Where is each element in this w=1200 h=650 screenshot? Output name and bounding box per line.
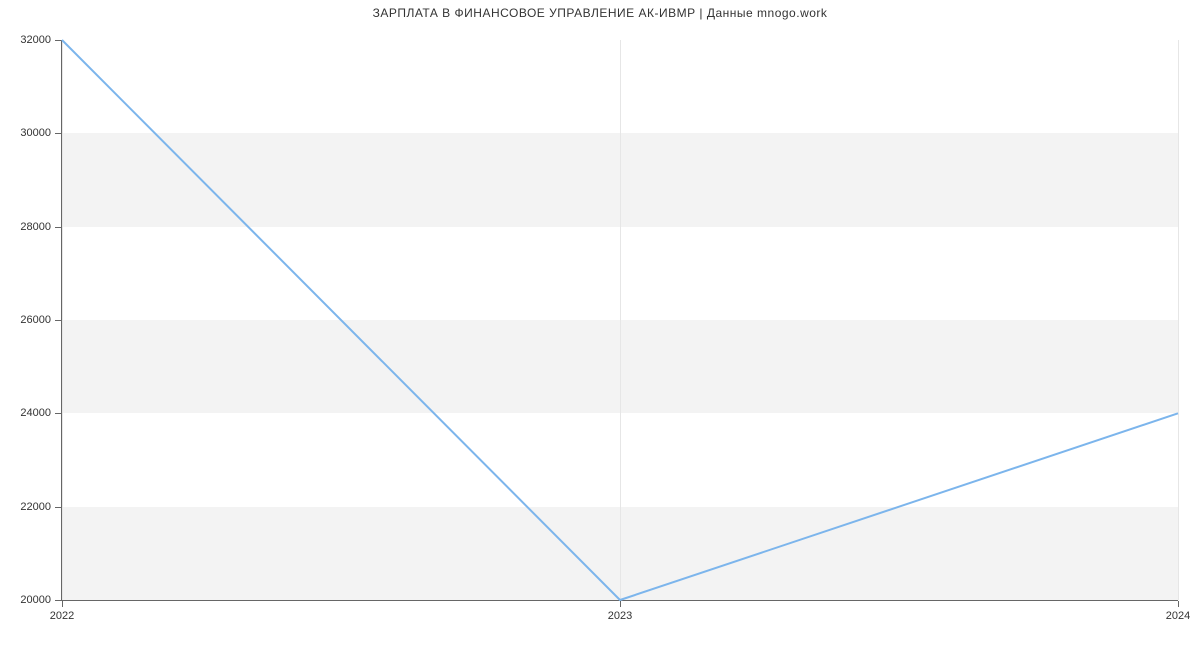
x-tick	[620, 601, 621, 607]
y-tick-label: 20000	[20, 594, 51, 606]
x-tick	[62, 601, 63, 607]
x-tick	[1178, 601, 1179, 607]
series-layer	[62, 40, 1178, 600]
y-tick	[55, 507, 61, 508]
y-tick-label: 30000	[20, 127, 51, 139]
y-tick	[55, 133, 61, 134]
y-tick	[55, 40, 61, 41]
y-tick-label: 24000	[20, 407, 51, 419]
chart-title: ЗАРПЛАТА В ФИНАНСОВОЕ УПРАВЛЕНИЕ АК-ИВМР…	[0, 6, 1200, 20]
chart-container: ЗАРПЛАТА В ФИНАНСОВОЕ УПРАВЛЕНИЕ АК-ИВМР…	[0, 0, 1200, 650]
y-tick	[55, 413, 61, 414]
y-tick-label: 22000	[20, 501, 51, 513]
y-tick-label: 26000	[20, 314, 51, 326]
y-tick	[55, 320, 61, 321]
y-tick	[55, 600, 61, 601]
y-tick	[55, 227, 61, 228]
y-tick-label: 32000	[20, 34, 51, 46]
y-tick-label: 28000	[20, 221, 51, 233]
plot-area: 2000022000240002600028000300003200020222…	[62, 40, 1178, 600]
x-tick-label: 2023	[608, 610, 632, 622]
x-tick-label: 2022	[50, 610, 74, 622]
x-tick-label: 2024	[1166, 610, 1190, 622]
series-line-salary	[62, 40, 1178, 600]
